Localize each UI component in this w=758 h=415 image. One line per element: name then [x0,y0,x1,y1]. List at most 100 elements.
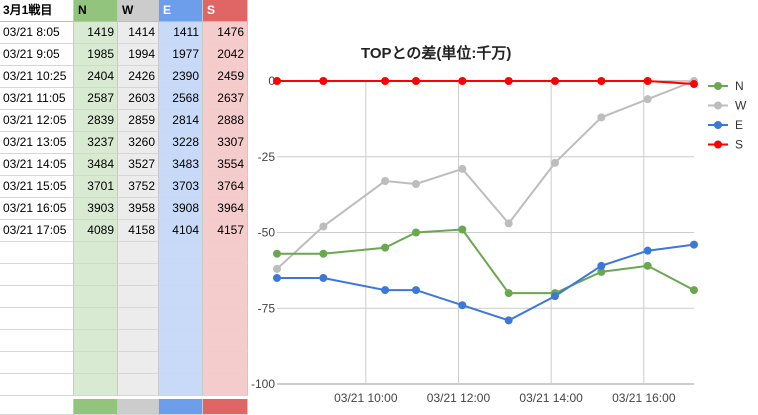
data-point[interactable] [690,240,698,249]
cell-s[interactable] [203,286,248,308]
data-point[interactable] [643,77,652,85]
cell-w[interactable]: 3958 [118,198,159,220]
cell-n[interactable]: 3701 [74,176,118,198]
data-point[interactable] [643,246,652,255]
data-point[interactable] [504,316,513,325]
data-point[interactable] [319,249,328,258]
cell-n[interactable]: 3903 [74,198,118,220]
cell-s[interactable] [203,242,248,264]
data-point[interactable] [458,77,467,85]
cell-w[interactable] [118,264,159,286]
header-cell-s[interactable]: S [203,0,248,22]
data-point[interactable] [381,77,390,85]
cell-time[interactable]: 03/21 15:05 [0,176,74,198]
data-point[interactable] [504,219,513,228]
data-point[interactable] [551,292,559,301]
data-point[interactable] [273,77,281,85]
data-point[interactable] [458,164,467,173]
cell-time[interactable]: 03/21 8:05 [0,22,74,44]
cell-w[interactable]: 4158 [118,220,159,242]
data-point[interactable] [381,286,390,295]
data-point[interactable] [273,249,281,258]
legend-item-e[interactable]: E [708,118,743,132]
cell-s[interactable] [203,330,248,352]
cell-w[interactable]: 2426 [118,66,159,88]
cell-s[interactable]: 3307 [203,132,248,154]
cell-time[interactable] [0,308,74,330]
cell-w[interactable]: 3752 [118,176,159,198]
cell-s[interactable]: 2042 [203,44,248,66]
cell-n[interactable] [74,242,118,264]
cell-time[interactable]: 03/21 9:05 [0,44,74,66]
footer-cell-n[interactable] [74,399,118,415]
cell-w[interactable]: 1414 [118,22,159,44]
cell-n[interactable]: 4089 [74,220,118,242]
cell-time[interactable] [0,242,74,264]
data-point[interactable] [381,243,390,252]
header-cell-n[interactable]: N [74,0,118,22]
cell-w[interactable] [118,308,159,330]
cell-e[interactable] [159,352,203,374]
cell-n[interactable]: 2587 [74,88,118,110]
cell-time[interactable] [0,330,74,352]
cell-e[interactable] [159,308,203,330]
cell-s[interactable] [203,308,248,330]
cell-time[interactable]: 03/21 16:05 [0,198,74,220]
cell-time[interactable] [0,264,74,286]
cell-n[interactable] [74,286,118,308]
cell-e[interactable]: 4104 [159,220,203,242]
cell-w[interactable]: 2859 [118,110,159,132]
cell-n[interactable]: 2839 [74,110,118,132]
cell-time[interactable]: 03/21 12:05 [0,110,74,132]
cell-w[interactable] [118,374,159,396]
data-point[interactable] [551,77,559,85]
cell-w[interactable]: 2603 [118,88,159,110]
cell-s[interactable] [203,352,248,374]
cell-e[interactable] [159,264,203,286]
cell-e[interactable] [159,286,203,308]
footer-cell-w[interactable] [118,399,159,415]
cell-time[interactable]: 03/21 17:05 [0,220,74,242]
data-point[interactable] [319,273,328,282]
data-point[interactable] [504,77,513,85]
data-point[interactable] [597,113,606,122]
cell-n[interactable] [74,352,118,374]
data-point[interactable] [381,176,390,185]
data-point[interactable] [319,77,328,85]
cell-n[interactable] [74,264,118,286]
data-point[interactable] [412,180,420,189]
cell-s[interactable] [203,264,248,286]
cell-s[interactable]: 4157 [203,220,248,242]
header-cell-w[interactable]: W [118,0,159,22]
cell-e[interactable]: 1411 [159,22,203,44]
cell-w[interactable]: 3527 [118,154,159,176]
data-point[interactable] [643,261,652,270]
cell-time[interactable] [0,286,74,308]
cell-w[interactable] [118,352,159,374]
cell-e[interactable] [159,374,203,396]
cell-w[interactable] [118,286,159,308]
legend-item-n[interactable]: N [708,79,744,93]
cell-s[interactable]: 3554 [203,154,248,176]
cell-n[interactable] [74,308,118,330]
data-point[interactable] [551,158,559,167]
cell-w[interactable] [118,242,159,264]
cell-time[interactable]: 03/21 11:05 [0,88,74,110]
cell-s[interactable]: 3964 [203,198,248,220]
cell-n[interactable] [74,374,118,396]
cell-e[interactable]: 2390 [159,66,203,88]
cell-e[interactable]: 3908 [159,198,203,220]
data-point[interactable] [597,77,606,85]
cell-e[interactable]: 2814 [159,110,203,132]
data-point[interactable] [412,228,420,237]
data-point[interactable] [319,222,328,231]
cell-e[interactable]: 3703 [159,176,203,198]
cell-n[interactable]: 2404 [74,66,118,88]
data-point[interactable] [597,261,606,270]
cell-w[interactable]: 1994 [118,44,159,66]
footer-cell[interactable] [0,399,74,415]
cell-n[interactable] [74,330,118,352]
data-point[interactable] [458,301,467,310]
cell-s[interactable] [203,374,248,396]
cell-time[interactable] [0,352,74,374]
